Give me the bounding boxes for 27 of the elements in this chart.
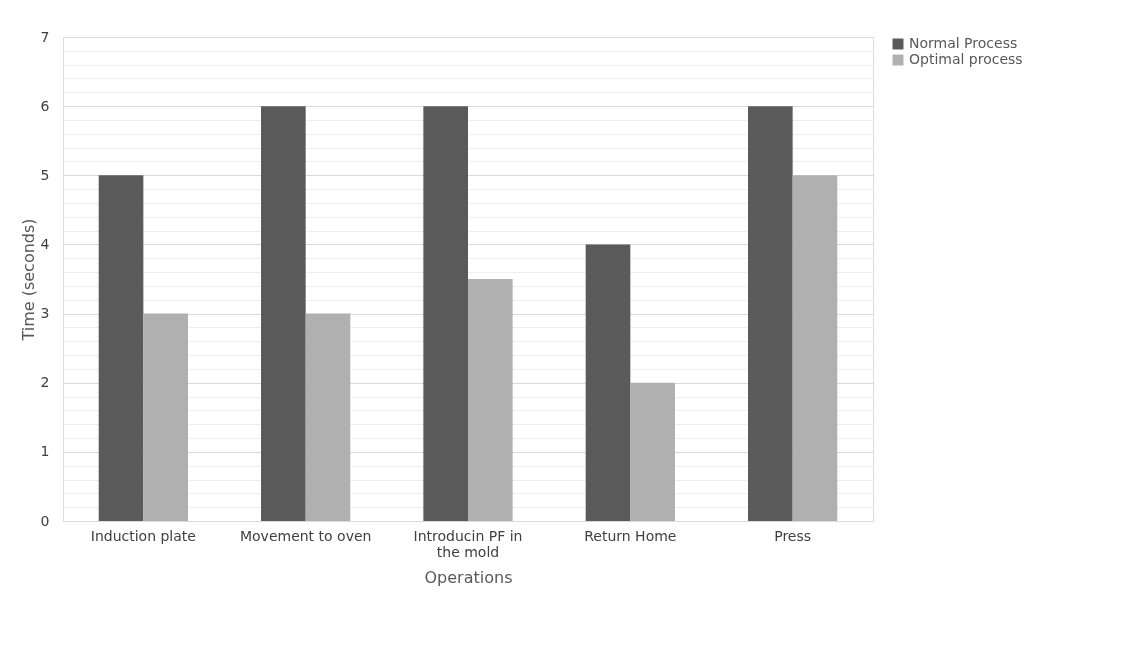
y-tick-label: 6: [40, 97, 50, 114]
bar: [585, 244, 631, 521]
y-tick-label: 0: [40, 512, 50, 529]
x-tick-label: Introducin PF in the mold: [413, 527, 523, 560]
y-tick-label: 5: [40, 166, 50, 183]
bar: [748, 106, 793, 521]
x-tick-label: Induction plate: [90, 527, 196, 544]
x-tick-label: Press: [774, 527, 812, 544]
legend-label: Optimal process: [909, 51, 1023, 67]
x-axis-title: Operations: [424, 567, 513, 587]
y-tick-label: 7: [40, 28, 50, 45]
y-tick-label: 3: [40, 305, 50, 322]
bar: [261, 106, 306, 521]
bar: [143, 313, 188, 521]
x-tick-label: Movement to oven: [239, 527, 372, 544]
bar: [468, 279, 513, 521]
bar: [98, 175, 144, 521]
bar: [630, 382, 675, 521]
bar: [423, 106, 468, 521]
x-tick-label: Return Home: [584, 527, 677, 544]
y-tick-label: 1: [40, 443, 50, 460]
y-axis-title: Time (seconds): [18, 218, 38, 342]
legend-label: Normal Process: [909, 35, 1018, 51]
y-tick-label: 2: [40, 374, 50, 391]
y-tick-label: 4: [40, 235, 50, 252]
bar: [305, 313, 351, 521]
bar: [792, 175, 838, 521]
